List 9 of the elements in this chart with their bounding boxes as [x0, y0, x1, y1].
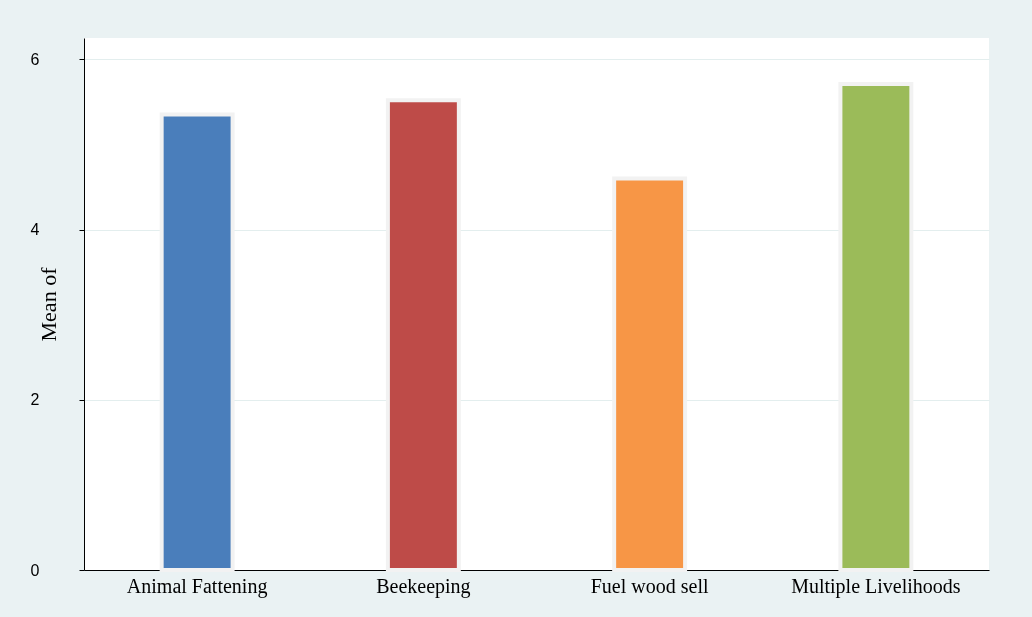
x-tick-label: Beekeeping [376, 574, 471, 598]
y-tick-label: 0 [30, 561, 40, 579]
x-tick-label: Fuel wood sell [590, 574, 709, 597]
x-tick-label: Multiple Livelihoods [791, 574, 961, 598]
y-tick-label: 4 [30, 221, 40, 239]
y-axis-title: Mean of [35, 266, 61, 342]
x-tick-label: Animal Fattening [126, 574, 268, 598]
y-tick-label: 6 [30, 50, 40, 68]
y-tick-label: 2 [30, 391, 40, 409]
